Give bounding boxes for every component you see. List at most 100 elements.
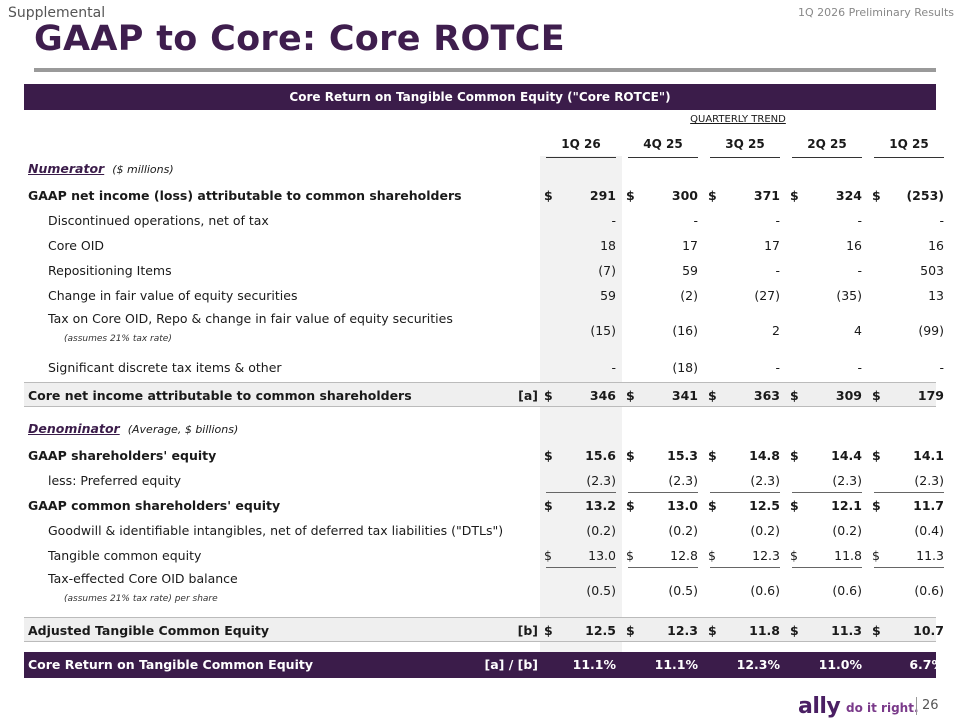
table-row: GAAP shareholders' equity $15.6 $15.3 $14.8…	[24, 443, 944, 468]
denominator-heading: Denominator	[28, 421, 120, 436]
table-cell: (2.3)	[832, 473, 862, 488]
row-label: Tangible common equity	[48, 548, 202, 563]
table-cell: (2.3)	[914, 473, 944, 488]
column-header: 3Q 25	[710, 136, 780, 158]
table-cell: $13.2	[544, 498, 616, 513]
column-header: 4Q 25	[628, 136, 698, 158]
table-row: Tax on Core OID, Repo & change in fair v…	[24, 308, 944, 353]
row-label: Tax on Core OID, Repo & change in fair v…	[48, 311, 453, 326]
table-cell: (99)	[918, 323, 944, 338]
ally-logo: ally	[798, 694, 841, 719]
table-row: Repositioning Items (7) 59 - - 503	[24, 258, 944, 283]
table-cell: 16	[846, 238, 862, 253]
row-label: Goodwill & identifiable intangibles, net…	[48, 523, 504, 538]
table-cell: (15)	[590, 323, 616, 338]
footer-cell: 12.3%	[736, 657, 780, 672]
table-cell: $ (253)	[872, 188, 944, 203]
footer-cell: 11.0%	[818, 657, 862, 672]
table-cell: (16)	[672, 323, 698, 338]
table-cell: (0.5)	[668, 583, 698, 598]
column-header: 1Q 25	[874, 136, 944, 158]
table-cell: 16	[928, 238, 944, 253]
table-cell: $346	[544, 388, 616, 403]
table-cell: -	[775, 213, 780, 228]
table-cell: 4	[854, 323, 862, 338]
column-header: 2Q 25	[792, 136, 862, 158]
table-cell: $11.8	[708, 623, 780, 638]
subtotal-rule	[628, 492, 698, 493]
table-cell: -	[857, 263, 862, 278]
table-cell: $11.3	[790, 623, 862, 638]
table-cell: 18	[600, 238, 616, 253]
table-row: Core OID 18 17 17 16 16	[24, 233, 944, 258]
title-rule	[34, 68, 936, 72]
table-cell: $363	[708, 388, 780, 403]
row-label: Tax-effected Core OID balance	[48, 571, 238, 586]
table-cell: $13.0	[544, 548, 616, 563]
table-cell: 59	[600, 288, 616, 303]
table-cell: 503	[920, 263, 944, 278]
table-cell: (0.6)	[832, 583, 862, 598]
table-banner: Core Return on Tangible Common Equity ("…	[24, 84, 936, 110]
table-cell: $324	[790, 188, 862, 203]
table-cell: (0.2)	[586, 523, 616, 538]
row-label: Significant discrete tax items & other	[48, 360, 282, 375]
row-label: Repositioning Items	[48, 263, 172, 278]
row-sublabel: (assumes 21% tax rate)	[64, 334, 172, 344]
table-cell: $11.7	[872, 498, 944, 513]
table-cell: (0.6)	[914, 583, 944, 598]
footer-cell: 11.1%	[572, 657, 616, 672]
table-row: Discontinued operations, net of tax - - - - -	[24, 208, 944, 233]
table-cell: (35)	[836, 288, 862, 303]
table-row: Goodwill & identifiable intangibles, net…	[24, 518, 944, 543]
table-cell: $291	[544, 188, 616, 203]
table-row: less: Preferred equity (2.3) (2.3) (2.3) (2.…	[24, 468, 944, 493]
table-cell: $371	[708, 188, 780, 203]
prelim-label: 1Q 2026 Preliminary Results	[798, 6, 954, 19]
table-cell: -	[857, 213, 862, 228]
table-cell: 17	[764, 238, 780, 253]
table-row: Core net income attributable to common s…	[24, 382, 944, 407]
subtotal-rule	[628, 567, 698, 568]
footer-label: Core Return on Tangible Common Equity	[28, 657, 313, 672]
denominator-note: (Average, $ billions)	[127, 423, 239, 436]
table-cell: -	[693, 213, 698, 228]
row-label: Adjusted Tangible Common Equity	[28, 623, 269, 638]
table-cell: $15.3	[626, 448, 698, 463]
table-cell: $14.8	[708, 448, 780, 463]
table-cell: (2.3)	[668, 473, 698, 488]
table-cell: $12.5	[708, 498, 780, 513]
table-cell: $12.8	[626, 548, 698, 563]
table-cell: (2.3)	[586, 473, 616, 488]
row-tag: [a]	[518, 388, 538, 403]
table-cell: $12.3	[626, 623, 698, 638]
page-title: GAAP to Core: Core ROTCE	[34, 19, 565, 59]
table-cell: (0.2)	[832, 523, 862, 538]
table-cell: $179	[872, 388, 944, 403]
row-label: Core OID	[48, 238, 105, 253]
table-cell: -	[939, 360, 944, 375]
row-label: GAAP shareholders' equity	[28, 448, 217, 463]
table-row: Change in fair value of equity securitie…	[24, 283, 944, 308]
subtotal-rule	[710, 492, 780, 493]
table-cell: $300	[626, 188, 698, 203]
table-cell: -	[857, 360, 862, 375]
table-cell: $14.4	[790, 448, 862, 463]
numerator-note: ($ millions)	[112, 163, 174, 176]
table-cell: $14.1	[872, 448, 944, 463]
table-cell: $12.3	[708, 548, 780, 563]
table-cell: (18)	[672, 360, 698, 375]
table-cell: (2)	[680, 288, 698, 303]
table-row: GAAP net income (loss) attributable to c…	[24, 183, 944, 208]
table-cell: -	[939, 213, 944, 228]
table-cell: $10.7	[872, 623, 944, 638]
table-cell: $11.8	[790, 548, 862, 563]
supplemental-label: Supplemental	[8, 5, 106, 21]
table-cell: $341	[626, 388, 698, 403]
table-cell: $11.3	[872, 548, 944, 563]
page-separator	[916, 697, 917, 715]
table-cell: (27)	[754, 288, 780, 303]
table-cell: -	[611, 213, 616, 228]
table-cell: $13.0	[626, 498, 698, 513]
table-cell: 2	[772, 323, 780, 338]
